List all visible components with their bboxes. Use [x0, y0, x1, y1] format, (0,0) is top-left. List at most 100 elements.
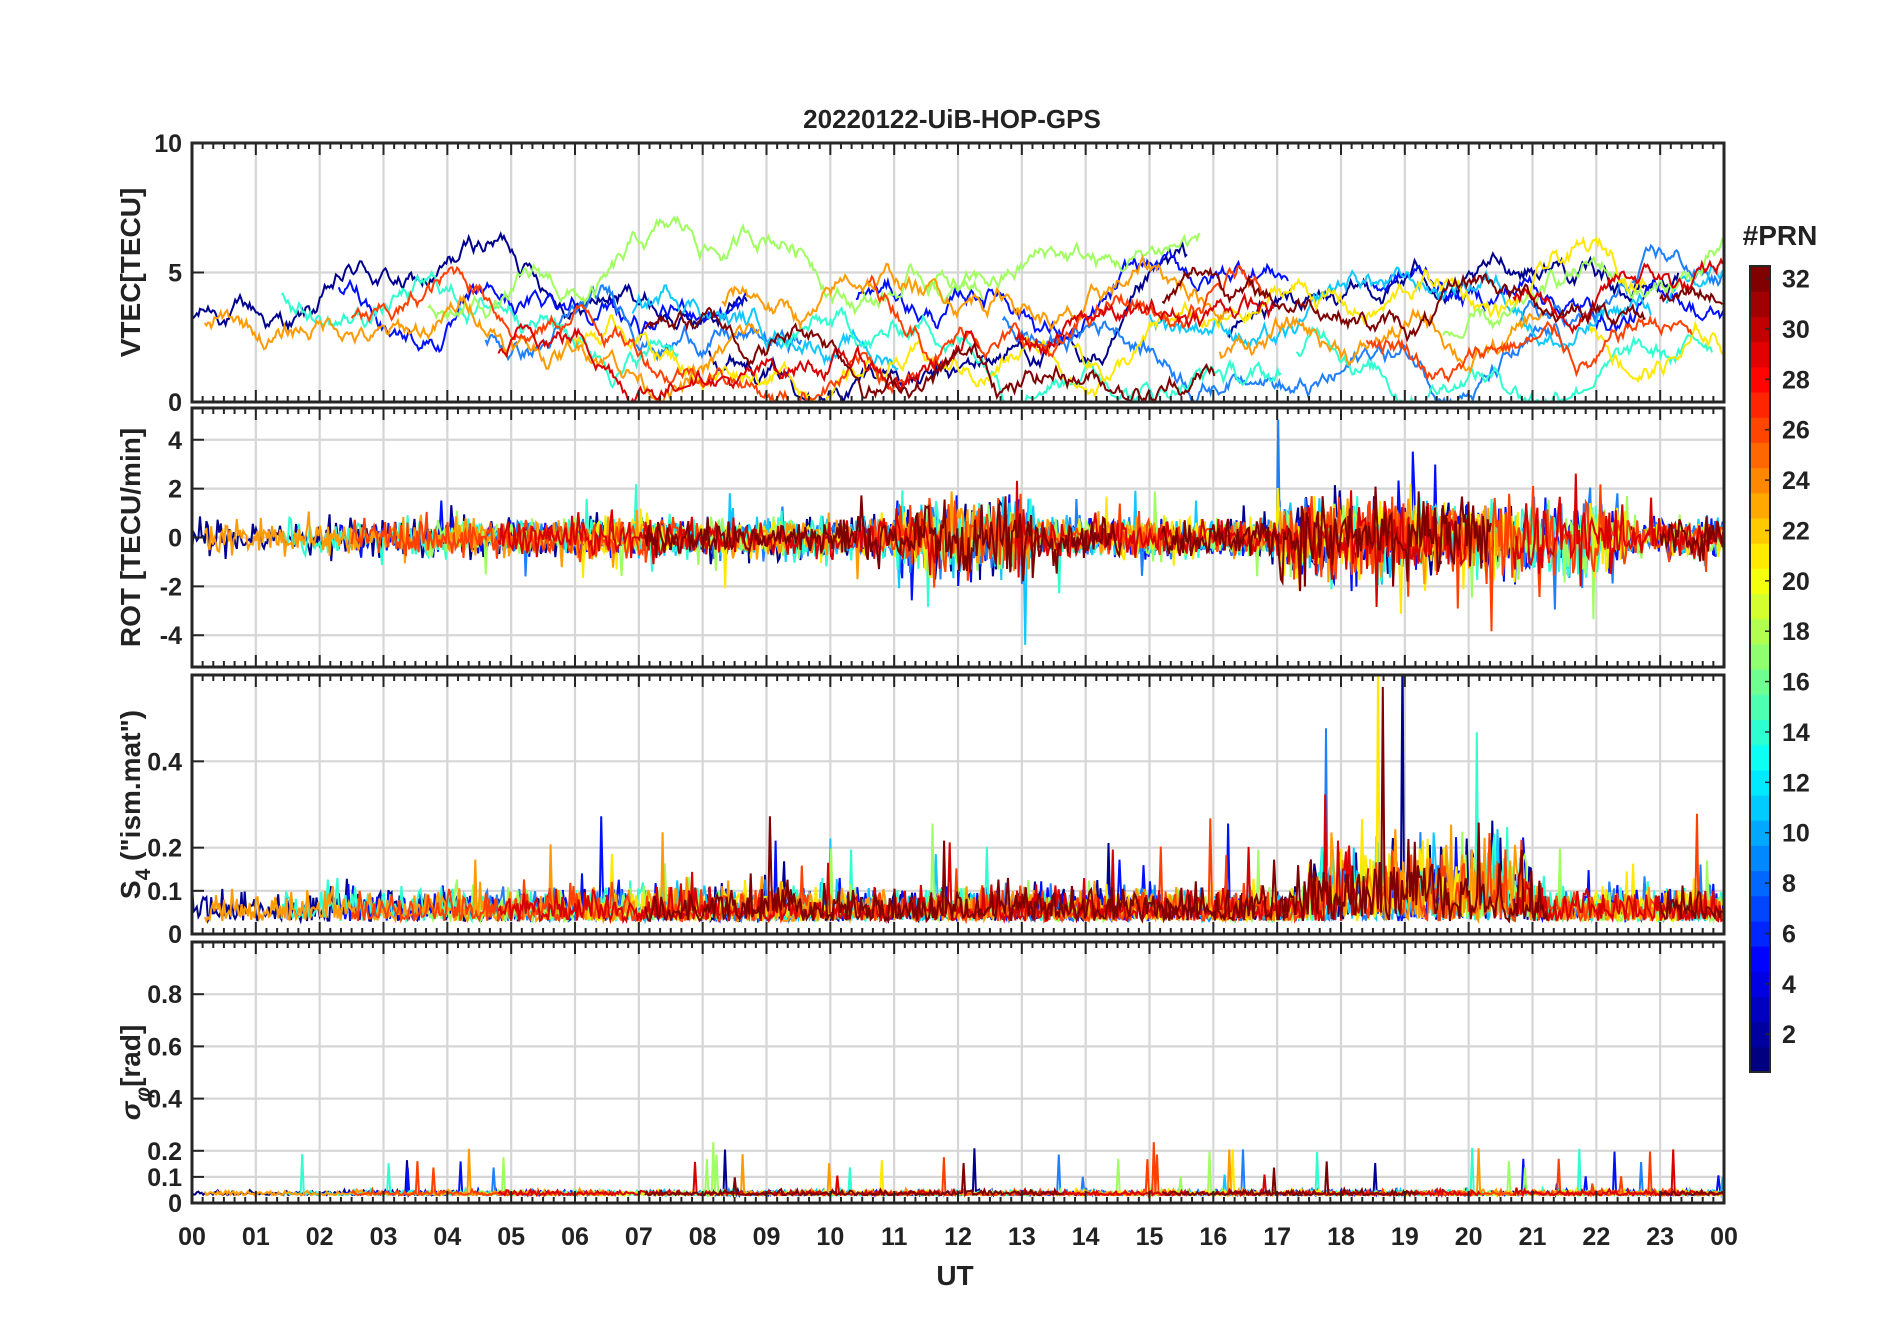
colorbar-segment [1750, 845, 1770, 872]
x-tick-label: 03 [370, 1223, 398, 1251]
colorbar-tick-label: 8 [1782, 870, 1796, 898]
series-line-prn-17 [1442, 236, 1724, 340]
series-line-prn-32 [644, 495, 1122, 582]
colorbar-segment [1750, 266, 1770, 292]
y-tick-label: 2 [168, 476, 182, 504]
y-tick-label: 0.4 [147, 748, 182, 776]
series-line-prn-29 [497, 322, 980, 402]
series-line-prn-32 [1659, 885, 1723, 920]
series-line-prn-32 [1659, 285, 1724, 305]
series-line-prn-29 [1512, 473, 1724, 587]
y-tick-label: 0 [168, 525, 182, 553]
colorbar-segment [1750, 971, 1770, 998]
colorbar-tick-label: 28 [1782, 366, 1810, 394]
x-tick-label: 07 [625, 1223, 653, 1251]
x-tick-label: 00 [178, 1223, 206, 1251]
colorbar-segment [1750, 492, 1770, 519]
x-tick-label: 15 [1136, 1223, 1164, 1251]
series-line-prn-32 [1659, 1188, 1724, 1197]
colorbar-segment [1750, 1046, 1770, 1073]
x-tick-label: 05 [497, 1223, 525, 1251]
colorbar-frame [1749, 265, 1771, 1073]
x-tick-label: 08 [689, 1223, 717, 1251]
colorbar-segment [1750, 895, 1770, 922]
y-tick-label: 0 [168, 921, 182, 949]
series-line-prn-14 [1295, 325, 1713, 402]
colorbar-segment [1750, 391, 1770, 418]
x-tick-label: 01 [242, 1223, 270, 1251]
x-tick-label: 22 [1582, 1223, 1610, 1251]
y-axis-label-s4: S4 ("ism.mat") [115, 710, 155, 899]
colorbar-segment [1750, 870, 1770, 897]
series-lines [192, 214, 1724, 402]
y-tick-label: 0.2 [147, 835, 182, 863]
series-line-prn-20 [1589, 319, 1724, 384]
colorbar-segment [1750, 794, 1770, 821]
series-line-prn-8 [1001, 315, 1565, 402]
x-tick-label: 02 [306, 1223, 334, 1251]
y-axis-label-vtec: VTEC[TECU] [115, 188, 146, 358]
colorbar-segment [1750, 442, 1770, 469]
x-tick-label: 06 [561, 1223, 589, 1251]
series-line-prn-32 [1659, 516, 1724, 562]
series-line-prn-1 [1225, 251, 1680, 339]
y-tick-label: 10 [154, 130, 182, 158]
colorbar-segment [1750, 946, 1770, 972]
colorbar-segment [1750, 769, 1770, 796]
colorbar-segment [1750, 467, 1770, 494]
colorbar-segment [1750, 291, 1770, 317]
panel-vtec: 0 5 10 VTEC[TECU] [115, 130, 1726, 417]
y-axis-label-sigphi: σφ[rad] [115, 1025, 155, 1121]
colorbar-segment [1750, 366, 1770, 393]
colorbar-segment [1750, 820, 1770, 846]
panel-rot: -4 -2 0 2 4 ROT [TECU/min] [115, 406, 1726, 669]
x-tick-label: 09 [753, 1223, 781, 1251]
y-tick-label: 0.2 [147, 1138, 182, 1166]
chart-title: 20220122-UiB-HOP-GPS [803, 104, 1101, 134]
x-tick-labels: 00 01 02 03 04 05 06 07 08 09 10 11 12 13 14 15 16 17 18 19… [178, 1223, 1738, 1251]
colorbar-tick-label: 20 [1782, 568, 1810, 596]
colorbar-segment [1750, 1021, 1770, 1048]
colorbar-segment [1750, 593, 1770, 620]
colorbar-segment [1750, 719, 1770, 746]
x-tick-label: 14 [1072, 1223, 1100, 1251]
y-tick-label: 0 [168, 389, 182, 417]
series-line-prn-26 [868, 493, 1416, 588]
series-line-prn-17 [427, 214, 984, 321]
panel-s4: 0 0.1 0.2 0.4S4 ("ism.mat") [115, 673, 1726, 949]
y-tick-label: 0.4 [147, 1086, 182, 1114]
series-line-prn-32 [1161, 686, 1549, 924]
x-tick-label: 19 [1391, 1223, 1419, 1251]
colorbar-segment [1750, 643, 1770, 670]
y-tick-label: 0.6 [147, 1033, 182, 1061]
colorbar-tick-label: 26 [1782, 417, 1810, 445]
series-line-prn-29 [1014, 292, 1275, 357]
series-line-prn-26 [350, 511, 700, 563]
series-line-prn-14 [281, 269, 679, 389]
colorbar-segment [1750, 543, 1770, 569]
series-line-prn-32 [644, 1162, 1065, 1199]
x-tick-label: 10 [816, 1223, 844, 1251]
colorbar-segment [1750, 316, 1770, 343]
colorbar-tick-label: 6 [1782, 920, 1796, 948]
series-line-prn-32 [644, 306, 1216, 402]
series-line-prn-26 [868, 264, 1268, 370]
series-line-prn-23 [721, 254, 1230, 332]
colorbar-segment [1750, 744, 1770, 771]
colorbar-tick-label: 18 [1782, 618, 1810, 646]
y-tick-label: 5 [168, 260, 182, 288]
series-lines [192, 419, 1724, 645]
series-line-prn-17 [925, 232, 1201, 293]
series-line-prn-23 [203, 293, 760, 402]
y-tick-label: -4 [160, 622, 182, 650]
series-line-prn-20 [574, 314, 1104, 402]
y-tick-label: 0.1 [147, 1164, 182, 1192]
x-tick-label: 17 [1263, 1223, 1291, 1251]
colorbar-tick-label: 4 [1782, 971, 1796, 999]
colorbar-tick-label: 10 [1782, 820, 1810, 848]
colorbar-label: #PRN [1743, 220, 1818, 251]
x-tick-label: 20 [1455, 1223, 1483, 1251]
series-lines [192, 1142, 1724, 1199]
x-tick-label: 11 [881, 1223, 908, 1251]
